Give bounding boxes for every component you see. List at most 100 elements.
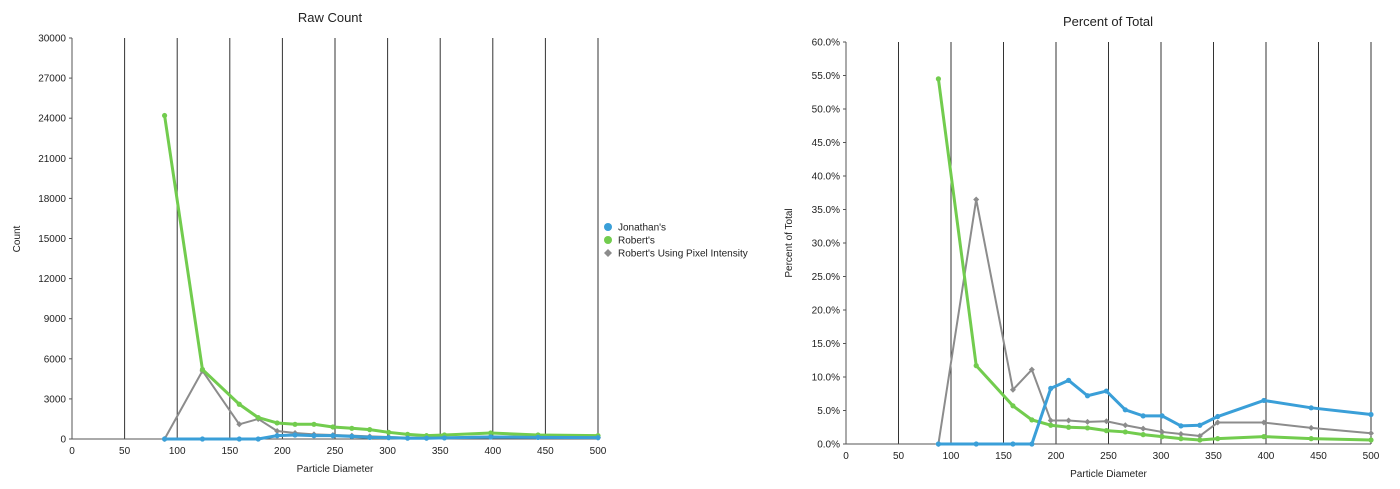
data-point [1215, 436, 1221, 442]
data-point [1368, 437, 1374, 443]
data-point [1178, 436, 1184, 442]
data-point [973, 363, 979, 369]
x-tick-label: 100 [169, 446, 186, 457]
x-tick-label: 150 [995, 451, 1012, 462]
legend-item: Jonathan's [604, 223, 666, 234]
data-point [1368, 430, 1374, 437]
data-point [1261, 397, 1267, 404]
series-jonathan [935, 377, 1374, 447]
data-point [404, 435, 411, 441]
y-tick-label: 18000 [38, 194, 66, 205]
x-tick-label: 300 [379, 446, 396, 457]
legend-label: Robert's Using Pixel Intensity [618, 249, 748, 260]
y-tick-label: 45.0% [812, 138, 840, 149]
y-tick-label: 24000 [38, 114, 66, 125]
data-point [1103, 388, 1109, 394]
x-tick-label: 200 [274, 446, 291, 457]
data-point [311, 433, 317, 439]
data-point [1159, 428, 1166, 435]
series-robert-pixel [935, 196, 1374, 447]
data-point [1197, 437, 1203, 443]
data-point [255, 436, 261, 442]
data-point [1029, 417, 1035, 423]
data-point [236, 401, 242, 407]
diamond-marker-icon [604, 249, 612, 257]
data-point [973, 441, 979, 447]
data-point [1066, 377, 1072, 383]
y-tick-label: 35.0% [812, 205, 840, 216]
x-tick-label: 100 [943, 451, 960, 462]
data-point [1215, 413, 1221, 420]
data-point [1178, 423, 1184, 429]
x-tick-label: 350 [1205, 451, 1222, 462]
data-point [330, 424, 336, 430]
legend-label: Robert's [618, 236, 655, 247]
data-point [161, 112, 168, 119]
data-point [935, 76, 942, 82]
data-point [330, 433, 336, 439]
y-tick-label: 27000 [38, 74, 66, 85]
data-point [386, 435, 392, 441]
x-tick-label: 0 [843, 451, 849, 462]
data-point [488, 434, 494, 440]
x-tick-label: 150 [221, 446, 238, 457]
data-point [1177, 430, 1184, 437]
data-point [1084, 425, 1091, 431]
data-point [535, 434, 541, 440]
series-robert [935, 76, 1374, 443]
legend: Jonathan's Robert's Robert's Using Pixel I… [604, 223, 748, 260]
y-tick-label: 12000 [38, 274, 66, 285]
data-point [1048, 385, 1054, 391]
data-point [1159, 434, 1165, 440]
data-point [386, 429, 392, 435]
data-point [1010, 441, 1016, 447]
chart-1: 0300060009000120001500018000210002400027… [12, 10, 607, 475]
data-point [441, 435, 448, 441]
data-point [1103, 428, 1109, 434]
data-point [292, 432, 298, 438]
data-point [161, 436, 168, 442]
data-point [236, 421, 243, 428]
x-axis-title: Particle Diameter [1070, 469, 1147, 480]
data-point [1084, 418, 1091, 425]
data-point [1029, 441, 1035, 447]
x-tick-label: 400 [484, 446, 501, 457]
y-tick-label: 0.0% [817, 440, 840, 451]
data-point [349, 425, 355, 431]
data-point [1368, 411, 1374, 418]
y-tick-label: 21000 [38, 154, 66, 165]
data-point [349, 433, 355, 439]
x-tick-label: 500 [590, 446, 607, 457]
y-tick-label: 0 [60, 435, 66, 446]
y-tick-label: 3000 [44, 394, 67, 405]
data-point [1140, 425, 1147, 432]
data-point [1308, 424, 1315, 431]
y-tick-label: 15000 [38, 234, 66, 245]
data-point [1196, 432, 1203, 439]
x-tick-label: 50 [893, 451, 905, 462]
y-tick-label: 6000 [44, 354, 67, 365]
y-axis-title: Percent of Total [784, 208, 795, 277]
data-point [274, 433, 280, 439]
data-point [1140, 413, 1146, 419]
x-tick-label: 350 [432, 446, 449, 457]
data-point [236, 436, 242, 442]
y-tick-label: 30.0% [812, 239, 840, 250]
series-robert [161, 112, 601, 439]
data-point [1066, 424, 1072, 430]
x-tick-label: 300 [1153, 451, 1170, 462]
legend-item: Robert's [604, 236, 655, 247]
series-jonathan [161, 432, 601, 442]
x-tick-label: 250 [1100, 451, 1117, 462]
data-point [404, 431, 411, 437]
legend-item: Robert's Using Pixel Intensity [604, 249, 748, 260]
y-tick-label: 50.0% [812, 105, 840, 116]
data-point [1048, 422, 1054, 428]
data-point [1261, 434, 1267, 440]
circle-marker-icon [604, 223, 612, 231]
data-point [199, 436, 206, 442]
x-tick-label: 200 [1048, 451, 1065, 462]
data-point [311, 421, 317, 427]
